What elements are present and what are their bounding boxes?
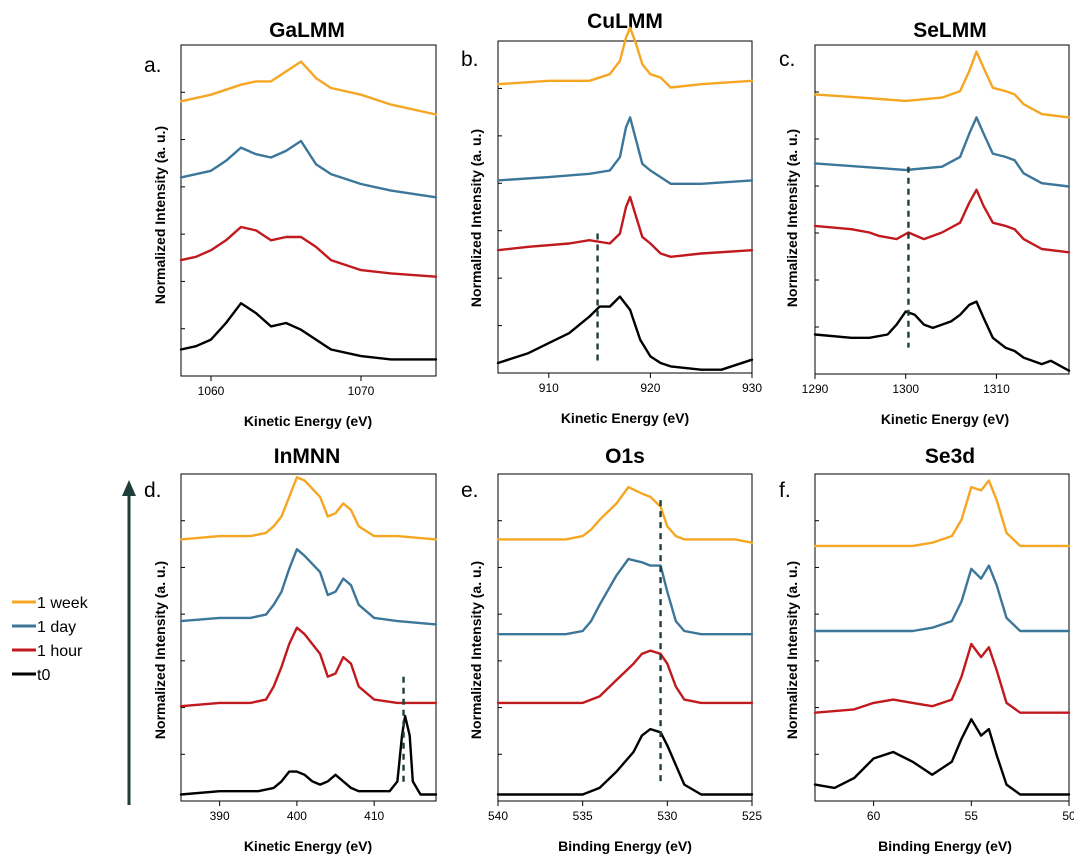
- series-line-1-hour: [179, 225, 438, 278]
- x-axis-label-a: Kinetic Energy (eV): [244, 413, 372, 429]
- x-tick-label: 1070: [348, 384, 375, 398]
- time-arrow: [122, 480, 136, 805]
- x-tick-label: 50: [1062, 809, 1074, 823]
- legend-label-1-day: 1 day: [37, 619, 76, 636]
- panel-title-se3d: Se3d: [925, 445, 975, 468]
- x-tick-label: 60: [867, 809, 881, 823]
- panel-selmm: 1290 1300 1310: [802, 44, 1071, 396]
- series-line-1-hour: [813, 642, 1071, 714]
- panel-letter-d: d.: [144, 479, 162, 502]
- x-axis-label-b: Kinetic Energy (eV): [561, 410, 689, 426]
- plot-frame: [180, 473, 437, 802]
- y-axis-label-a: Normalized Intensity (a. u.): [152, 126, 168, 304]
- series-line-1-day: [179, 139, 438, 199]
- x-tick-label: 55: [965, 809, 979, 823]
- x-tick-label: 530: [657, 809, 677, 823]
- series-line-1-hour: [496, 649, 754, 705]
- legend-label-t0: t0: [37, 667, 50, 684]
- x-tick-label: 1310: [983, 382, 1010, 396]
- x-tick-label: 920: [640, 381, 660, 395]
- panel-title-o1s: O1s: [605, 445, 645, 468]
- y-axis-label-e: Normalized Intensity (a. u.): [468, 561, 484, 739]
- panel-culmm: 910 920 930: [496, 26, 762, 395]
- x-axis-label-f: Binding Energy (eV): [878, 838, 1012, 854]
- panel-letter-f: f.: [779, 479, 791, 502]
- panel-letter-b: b.: [461, 48, 479, 71]
- time-arrow-head: [122, 480, 136, 496]
- x-tick-label: 1300: [892, 382, 919, 396]
- x-tick-label: 535: [573, 809, 593, 823]
- x-axis-label-d: Kinetic Energy (eV): [244, 838, 372, 854]
- panel-o1s: 540 535 530 525: [488, 473, 762, 823]
- x-axis-label-c: Kinetic Energy (eV): [881, 411, 1009, 427]
- x-tick-label: 930: [742, 381, 762, 395]
- series-line-t0: [813, 300, 1071, 372]
- y-axis-label-f: Normalized Intensity (a. u.): [784, 561, 800, 739]
- series-line-t0: [179, 714, 438, 796]
- series-line-1-day: [813, 116, 1071, 188]
- series-line-1-day: [813, 564, 1071, 633]
- panel-title-inmnn: InMNN: [274, 445, 341, 468]
- x-tick-label: 390: [210, 809, 230, 823]
- legend: 1 week 1 day 1 hour t0: [12, 595, 89, 684]
- plot-frame: [814, 473, 1070, 802]
- x-tick-label: 400: [287, 809, 307, 823]
- panel-letter-e: e.: [461, 479, 479, 502]
- x-tick-label: 910: [539, 381, 559, 395]
- series-line-1-week: [813, 479, 1071, 548]
- panel-title-culmm: CuLMM: [587, 10, 663, 33]
- panel-se3d: 60 55 50: [813, 473, 1074, 823]
- series-line-t0: [496, 295, 754, 371]
- series-line-1-week: [813, 50, 1071, 119]
- x-axis-label-e: Binding Energy (eV): [558, 838, 692, 854]
- panel-title-galmm: GaLMM: [269, 19, 345, 42]
- legend-label-1-week: 1 week: [37, 595, 89, 612]
- x-tick-label: 1060: [198, 384, 225, 398]
- panel-title-selmm: SeLMM: [913, 19, 987, 42]
- series-line-1-week: [496, 485, 754, 544]
- series-line-t0: [813, 718, 1071, 796]
- series-line-1-day: [179, 548, 438, 626]
- x-tick-label: 540: [488, 809, 508, 823]
- plot-frame: [497, 473, 753, 802]
- series-line-1-day: [496, 116, 754, 186]
- series-line-t0: [179, 302, 438, 361]
- series-line-1-hour: [179, 626, 438, 708]
- series-line-1-week: [496, 26, 754, 89]
- legend-label-1-hour: 1 hour: [37, 643, 83, 660]
- series-line-1-hour: [813, 188, 1071, 254]
- y-axis-label-c: Normalized Intensity (a. u.): [784, 129, 800, 307]
- series-line-1-hour: [496, 195, 754, 258]
- panel-letter-a: a.: [144, 54, 162, 77]
- panel-letter-c: c.: [779, 48, 795, 71]
- y-axis-label-b: Normalized Intensity (a. u.): [468, 129, 484, 307]
- x-tick-label: 525: [742, 809, 762, 823]
- plot-frame: [180, 44, 437, 377]
- panel-galmm: 1060 1070: [179, 44, 438, 398]
- x-tick-label: 410: [364, 809, 384, 823]
- panel-inmnn: 390 400 410: [179, 473, 438, 823]
- x-tick-label: 1290: [802, 382, 829, 396]
- series-line-1-week: [179, 476, 438, 541]
- series-line-1-day: [496, 557, 754, 636]
- y-axis-label-d: Normalized Intensity (a. u.): [152, 561, 168, 739]
- series-line-t0: [496, 727, 754, 796]
- plot-frame: [814, 44, 1070, 375]
- series-line-1-week: [179, 60, 438, 116]
